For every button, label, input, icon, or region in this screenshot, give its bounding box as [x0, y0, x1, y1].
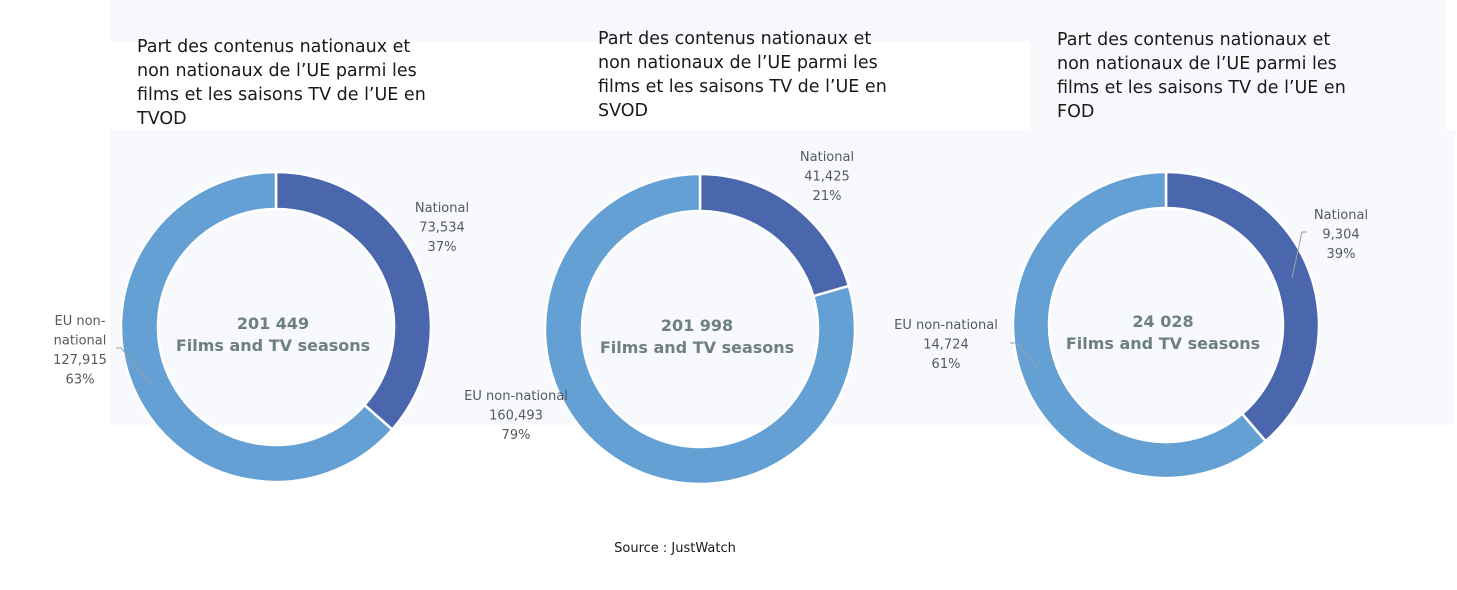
donut-slice-national — [274, 170, 433, 432]
donut-chart-2: 24 028 Films and TV seasons National 9,304 3… — [894, 170, 1368, 480]
chart-background-title-right — [1030, 30, 1445, 130]
label-leader-line — [1291, 231, 1307, 279]
slice-label-value: 73,534 — [419, 221, 465, 236]
slice-label-name: National — [415, 201, 469, 216]
center-caption: Films and TV seasons — [176, 336, 370, 355]
donut-slice-eu-non-national — [1011, 170, 1268, 480]
center-caption: Films and TV seasons — [600, 338, 794, 357]
center-total: 201 998 — [661, 316, 733, 335]
slice-label-value: 127,915 — [53, 353, 107, 368]
label-leader-line — [1010, 342, 1042, 373]
donut-slice-eu-non-national — [543, 172, 857, 486]
slice-label-value: 9,304 — [1322, 228, 1359, 243]
slice-label-percent: 61% — [932, 357, 961, 372]
slice-label-percent: 21% — [813, 189, 842, 204]
slice-label-name: EU non-national — [464, 389, 568, 404]
slice-label-percent: 79% — [502, 428, 531, 443]
slice-label-name: national — [54, 334, 107, 349]
slice-label-percent: 37% — [428, 240, 457, 255]
slice-label-percent: 63% — [66, 373, 95, 388]
slice-label-name: EU non- — [55, 314, 106, 329]
slice-label-value: 14,724 — [923, 338, 969, 353]
donut-slice-national — [1164, 170, 1321, 443]
chart-title-tvod: Part des contenus nationaux et non natio… — [137, 37, 426, 129]
slice-label-name: National — [1314, 208, 1368, 223]
donut-chart-0: 201 449 Films and TV seasons National 73,53… — [53, 170, 469, 484]
slice-label-value: 160,493 — [489, 409, 543, 424]
slice-label-name: National — [800, 150, 854, 165]
center-total: 24 028 — [1132, 312, 1193, 331]
slice-label-value: 41,425 — [804, 170, 850, 185]
slice-label-name: EU non-national — [894, 318, 998, 333]
label-leader-line — [116, 347, 151, 384]
chart-background-main — [110, 130, 1455, 425]
chart-title-svod: Part des contenus nationaux et non natio… — [598, 29, 887, 121]
donut-slice-eu-non-national — [119, 170, 395, 484]
center-total: 201 449 — [237, 314, 309, 333]
source-note: Source : JustWatch — [614, 541, 736, 556]
chart-title-fod: Part des contenus nationaux et non natio… — [1057, 30, 1346, 122]
center-caption: Films and TV seasons — [1066, 334, 1260, 353]
donut-chart-1: 201 998 Films and TV seasons National 41,42… — [464, 150, 857, 486]
slice-label-percent: 39% — [1327, 247, 1356, 262]
